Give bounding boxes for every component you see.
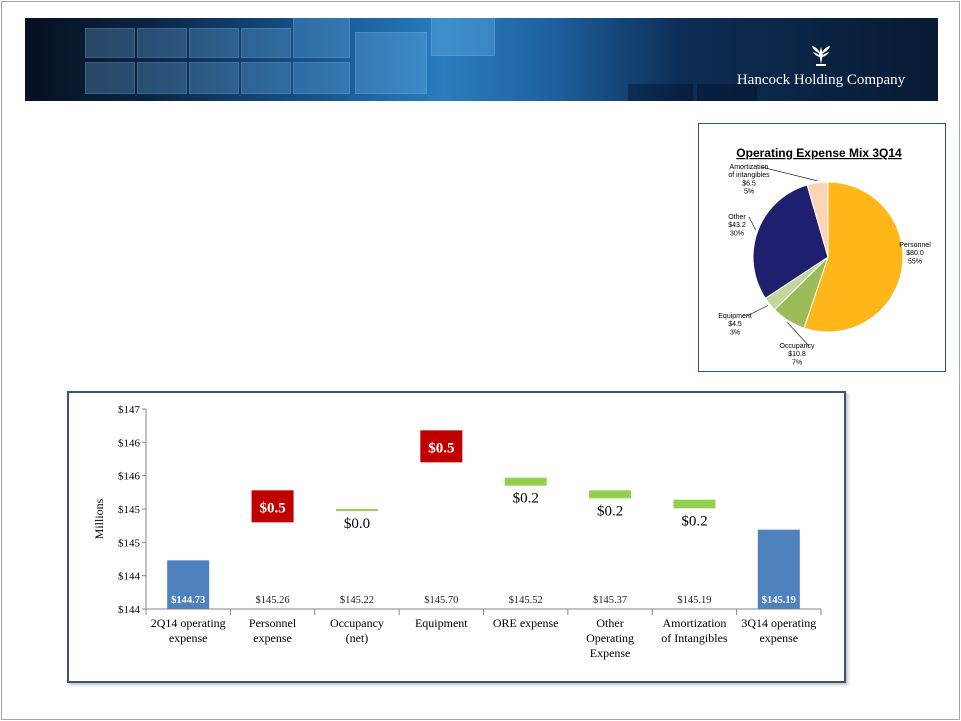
pie-label-occupancy: Occupancy $10.8 7% <box>779 343 815 366</box>
x-category-label: Other Operating Expense <box>586 616 634 660</box>
decrease-bar <box>673 499 716 509</box>
y-tick-label: $145 <box>118 504 141 516</box>
x-category-label: ORE expense <box>493 616 559 630</box>
pie-label-personnel: Personnel $80.0 55% <box>899 242 931 265</box>
x-category-label: 2Q14 operating expense <box>151 616 226 645</box>
pie-chart: Operating Expense Mix 3Q14 Personnel $80.… <box>718 146 931 366</box>
increase-bar <box>251 490 294 523</box>
pie-label-amortization: Amortization of intangibles $6.5 5% <box>728 164 770 196</box>
x-category-label: 3Q14 operating expense <box>741 616 816 645</box>
x-category-label: Personnel expense <box>249 616 297 645</box>
total-bar <box>757 529 800 609</box>
delta-label: $0.2 <box>597 503 623 519</box>
x-category-label: Occupancy (net) <box>330 616 384 645</box>
running-total-label: $145.22 <box>340 595 374 606</box>
total-bar-label: $145.19 <box>762 595 796 606</box>
increase-bar <box>420 430 463 463</box>
pie-title: Operating Expense Mix 3Q14 <box>736 146 902 160</box>
pie-label-equipment: Equipment $4.5 3% <box>718 313 752 336</box>
total-bar <box>167 560 210 609</box>
waterfall-chart-panel: Millions $144 $144 $145 $145 $146 $146 $147 2Q1… <box>67 391 846 683</box>
delta-label: $0.5 <box>428 440 454 456</box>
pie-leader-equipment <box>746 305 769 317</box>
pie-label-other: Other $43.2 30% <box>728 214 746 237</box>
pie-leader-occupancy <box>786 322 810 347</box>
header-banner: Hancock Holding Company <box>25 18 938 101</box>
delta-label: $0.5 <box>259 500 285 516</box>
running-total-label: $145.52 <box>509 595 543 606</box>
pie-slice-other <box>752 184 829 299</box>
total-bar-label: $144.73 <box>171 595 205 606</box>
running-total-label: $145.19 <box>677 595 711 606</box>
pie-leader-other <box>748 216 757 231</box>
delta-label: $0.2 <box>513 491 539 507</box>
x-category-label: Amortization of Intangibles <box>661 616 728 645</box>
y-tick-label: $147 <box>118 404 141 416</box>
company-name: Hancock Holding Company <box>736 72 906 88</box>
waterfall-chart: Millions $144 $144 $145 $145 $146 $146 $147 2Q1… <box>92 404 822 660</box>
running-total-label: $145.70 <box>424 595 458 606</box>
tree-icon <box>812 46 830 66</box>
y-tick-label: $146 <box>118 437 141 449</box>
pie-slice-personnel <box>803 181 904 333</box>
x-category-label: Equipment <box>415 616 468 630</box>
delta-label: $0.2 <box>681 513 707 529</box>
running-total-label: $145.37 <box>593 595 627 606</box>
pie-chart-panel: Operating Expense Mix 3Q14 Personnel $80.… <box>698 123 946 372</box>
y-tick-label: $144 <box>118 604 141 616</box>
decrease-bar <box>335 509 378 511</box>
y-tick-label: $144 <box>118 571 141 583</box>
pie-leader-amortization <box>760 166 818 182</box>
y-tick-label: $146 <box>118 471 141 483</box>
y-tick-label: $145 <box>118 537 141 549</box>
brand-logo: Hancock Holding Company <box>736 42 906 92</box>
decrease-bar <box>589 490 632 499</box>
delta-label: $0.0 <box>344 516 370 532</box>
pie-slice-amortization <box>806 181 829 258</box>
decrease-bar <box>504 477 547 486</box>
running-total-label: $145.26 <box>256 595 290 606</box>
y-axis-label: Millions <box>92 498 106 539</box>
